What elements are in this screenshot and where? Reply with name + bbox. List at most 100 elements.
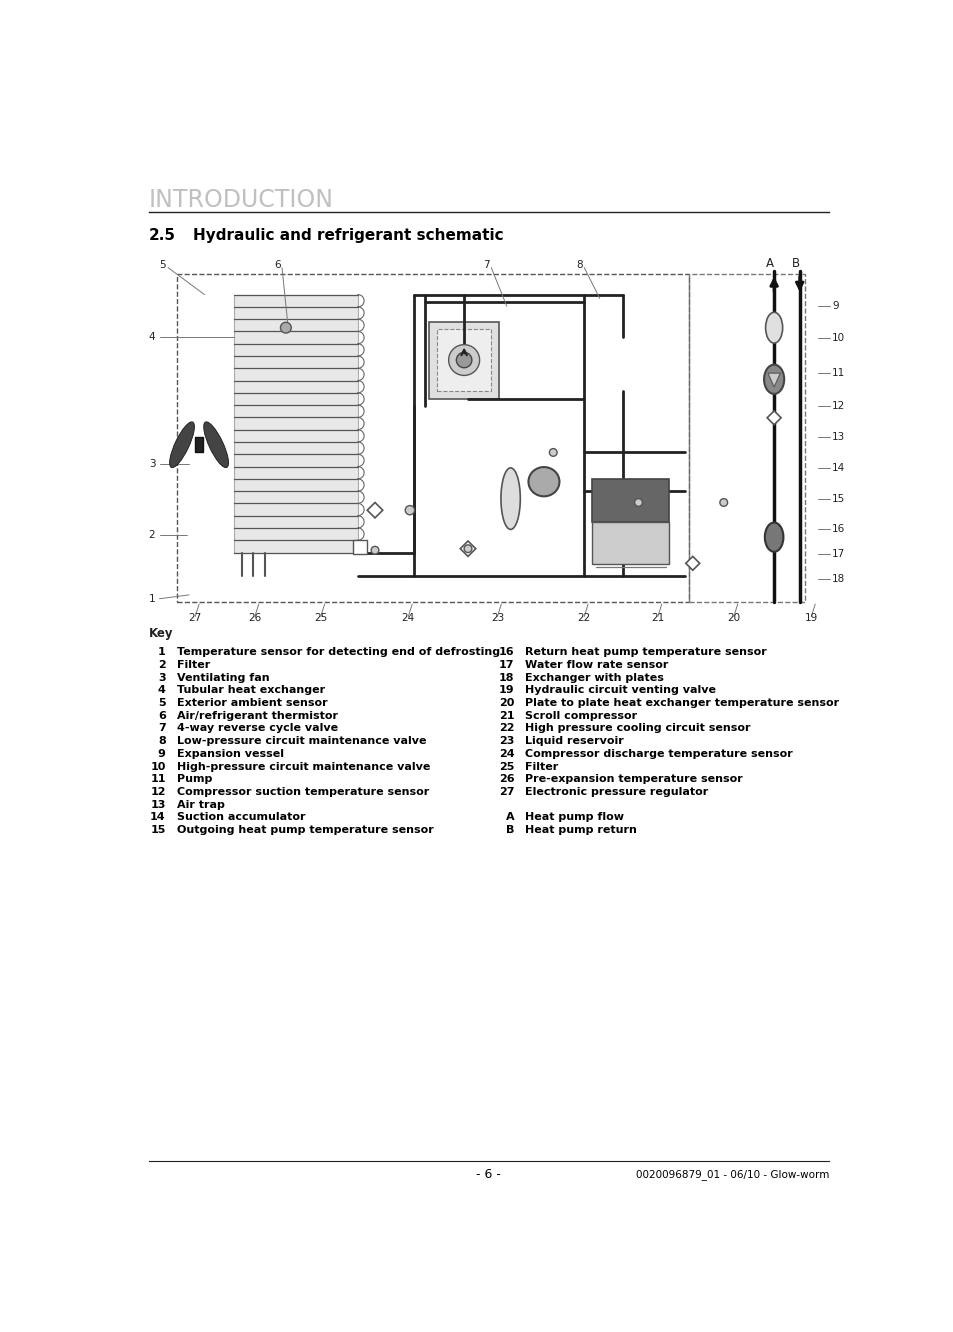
Text: 16: 16 [498, 647, 514, 657]
Text: Heat pump return: Heat pump return [525, 825, 637, 835]
Text: 4-way reverse cycle valve: 4-way reverse cycle valve [177, 723, 338, 734]
Bar [436, 329, 491, 390]
Ellipse shape [528, 468, 558, 497]
Text: 2.5: 2.5 [149, 228, 175, 242]
Text: High pressure cooling circuit sensor: High pressure cooling circuit sensor [525, 723, 750, 734]
Circle shape [456, 353, 472, 368]
Text: High-pressure circuit maintenance valve: High-pressure circuit maintenance valve [177, 762, 431, 771]
Text: 5: 5 [158, 698, 166, 709]
Text: Expansion vessel: Expansion vessel [177, 749, 284, 759]
Text: 9: 9 [157, 749, 166, 759]
Text: 7: 7 [158, 723, 166, 734]
Text: 25: 25 [498, 762, 514, 771]
Text: Return heat pump temperature sensor: Return heat pump temperature sensor [525, 647, 766, 657]
Text: 17: 17 [831, 549, 844, 559]
Ellipse shape [764, 522, 782, 551]
Text: 8: 8 [576, 260, 582, 270]
Text: 11: 11 [150, 774, 166, 785]
Text: 27: 27 [189, 613, 202, 623]
Text: 12: 12 [150, 787, 166, 797]
Circle shape [720, 498, 727, 506]
Text: Ventilating fan: Ventilating fan [177, 673, 270, 683]
Text: Plate to plate heat exchanger temperature sensor: Plate to plate heat exchanger temperatur… [525, 698, 839, 709]
Circle shape [280, 322, 291, 333]
Circle shape [448, 345, 479, 376]
Text: Exchanger with plates: Exchanger with plates [525, 673, 663, 683]
Text: Filter: Filter [525, 762, 558, 771]
Text: 23: 23 [490, 613, 503, 623]
Text: INTRODUCTION: INTRODUCTION [149, 188, 334, 212]
Text: 26: 26 [248, 613, 261, 623]
Text: 20: 20 [498, 698, 514, 709]
Text: 4: 4 [157, 686, 166, 695]
Circle shape [634, 498, 641, 506]
Text: Compressor discharge temperature sensor: Compressor discharge temperature sensor [525, 749, 792, 759]
Ellipse shape [765, 312, 781, 344]
Text: 20: 20 [726, 613, 740, 623]
Text: A: A [765, 257, 774, 270]
Text: 1: 1 [149, 594, 155, 603]
Text: Filter: Filter [177, 659, 211, 670]
Text: 1: 1 [158, 647, 166, 657]
Text: Temperature sensor for detecting end of defrosting: Temperature sensor for detecting end of … [177, 647, 500, 657]
Text: Exterior ambient sensor: Exterior ambient sensor [177, 698, 328, 709]
Circle shape [464, 545, 472, 553]
Text: - 6 -: - 6 - [476, 1168, 501, 1181]
Text: 13: 13 [831, 432, 844, 442]
Text: 13: 13 [151, 799, 166, 810]
Bar [429, 321, 498, 398]
Bar [592, 480, 669, 522]
Text: Suction accumulator: Suction accumulator [177, 813, 306, 822]
Bar [592, 522, 669, 563]
Text: Compressor suction temperature sensor: Compressor suction temperature sensor [177, 787, 429, 797]
Text: 27: 27 [498, 787, 514, 797]
Polygon shape [367, 502, 382, 518]
Text: 24: 24 [498, 749, 514, 759]
Text: 10: 10 [151, 762, 166, 771]
Bar [688, 274, 804, 602]
Ellipse shape [204, 422, 229, 468]
Text: 25: 25 [314, 613, 327, 623]
Text: 16: 16 [831, 525, 844, 534]
Text: 7: 7 [483, 260, 490, 270]
Text: B: B [506, 825, 514, 835]
Text: 24: 24 [401, 613, 415, 623]
Polygon shape [685, 557, 699, 570]
Text: 18: 18 [498, 673, 514, 683]
Text: Electronic pressure regulator: Electronic pressure regulator [525, 787, 708, 797]
Text: Low-pressure circuit maintenance valve: Low-pressure circuit maintenance valve [177, 737, 426, 746]
Text: Hydraulic circuit venting valve: Hydraulic circuit venting valve [525, 686, 716, 695]
Text: 23: 23 [498, 737, 514, 746]
Text: Air trap: Air trap [177, 799, 225, 810]
Text: 6: 6 [274, 260, 280, 270]
Polygon shape [767, 373, 780, 388]
Text: 9: 9 [831, 301, 838, 312]
Text: 21: 21 [498, 711, 514, 721]
Text: Pump: Pump [177, 774, 213, 785]
Text: 3: 3 [149, 460, 155, 469]
Text: 19: 19 [498, 686, 514, 695]
Text: 22: 22 [577, 613, 590, 623]
Bar [233, 294, 357, 553]
Text: Tubular heat exchanger: Tubular heat exchanger [177, 686, 325, 695]
Circle shape [405, 506, 415, 514]
Ellipse shape [763, 365, 783, 394]
Circle shape [549, 449, 557, 457]
Text: 15: 15 [151, 825, 166, 835]
Text: 15: 15 [831, 494, 844, 503]
Text: 14: 14 [150, 813, 166, 822]
Text: 22: 22 [498, 723, 514, 734]
Text: 3: 3 [158, 673, 166, 683]
Text: Outgoing heat pump temperature sensor: Outgoing heat pump temperature sensor [177, 825, 434, 835]
Text: 18: 18 [831, 574, 844, 585]
Text: Key: Key [149, 627, 173, 639]
Text: 14: 14 [831, 462, 844, 473]
Text: Liquid reservoir: Liquid reservoir [525, 737, 623, 746]
Text: Heat pump flow: Heat pump flow [525, 813, 623, 822]
Text: 4: 4 [149, 332, 155, 342]
Text: 26: 26 [498, 774, 514, 785]
Bar [177, 274, 688, 602]
Text: Water flow rate sensor: Water flow rate sensor [525, 659, 668, 670]
Text: Hydraulic and refrigerant schematic: Hydraulic and refrigerant schematic [193, 228, 503, 242]
Text: 19: 19 [804, 613, 817, 623]
